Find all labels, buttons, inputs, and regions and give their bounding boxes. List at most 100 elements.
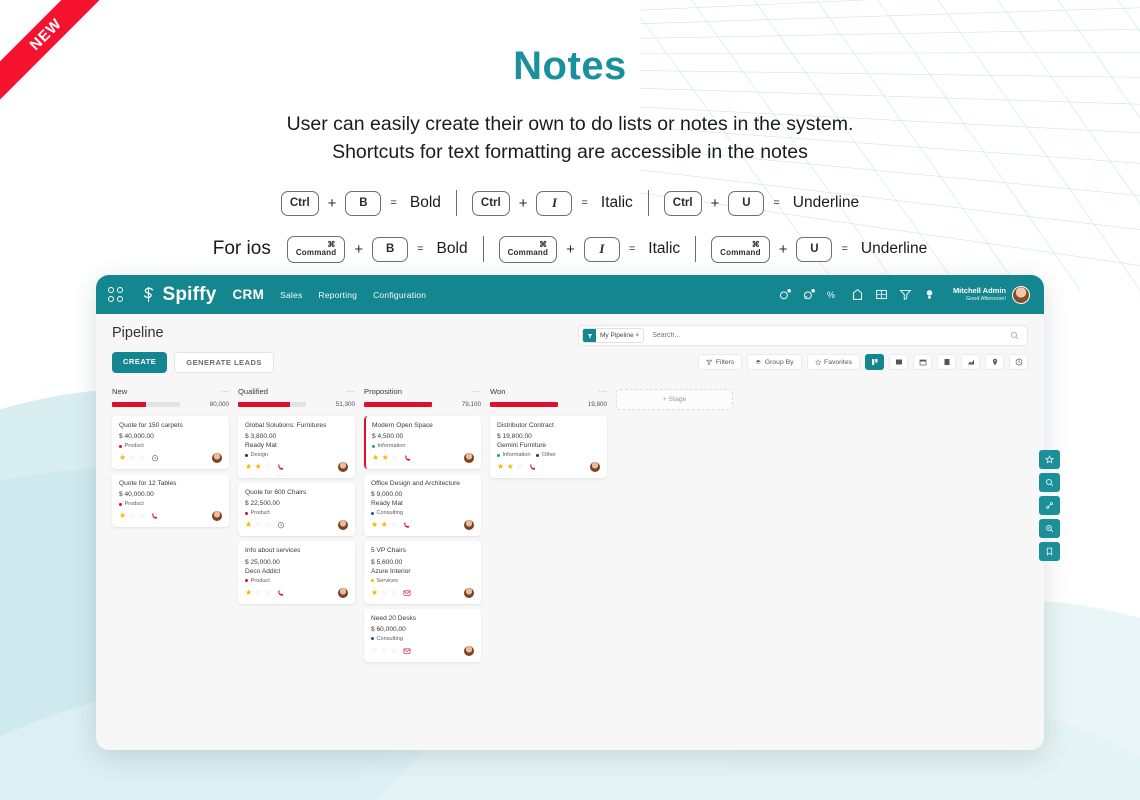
- kanban-card[interactable]: Need 20 Desks $ 60,000.00 Consulting ☆ ☆ ☆: [364, 608, 481, 662]
- star-tab[interactable]: [1039, 450, 1060, 469]
- kanban-card[interactable]: 5 VP Chairs $ 5,600.00 Azure Interior Se…: [364, 541, 481, 604]
- kanban-view-button[interactable]: [865, 354, 884, 370]
- nav-item-reporting[interactable]: Reporting: [318, 289, 358, 300]
- card-avatar[interactable]: [338, 520, 348, 531]
- rating-star[interactable]: ☆: [380, 587, 388, 597]
- translate-icon[interactable]: %: [827, 288, 840, 301]
- column-settings-icon[interactable]: ⋯: [472, 387, 481, 396]
- phone-icon[interactable]: [529, 463, 537, 471]
- phone-icon[interactable]: [151, 512, 159, 520]
- rating-star[interactable]: ☆: [254, 520, 262, 530]
- activity-view-button[interactable]: [1009, 354, 1028, 370]
- kanban-card[interactable]: Global Solutions: Furnitures $ 3,800.00 …: [238, 416, 355, 479]
- activities-icon[interactable]: [803, 288, 816, 301]
- rating-star[interactable]: ☆: [138, 511, 146, 521]
- column-settings-icon[interactable]: ⋯: [220, 387, 229, 396]
- rating-star[interactable]: ★: [245, 587, 253, 597]
- rating-star[interactable]: ★: [119, 511, 127, 521]
- nav-app-name[interactable]: CRM: [232, 287, 265, 302]
- phone-icon[interactable]: [277, 589, 285, 597]
- rating-star[interactable]: ★: [380, 520, 388, 530]
- rating-star[interactable]: ☆: [264, 587, 272, 597]
- rating-star[interactable]: ☆: [128, 453, 136, 463]
- card-avatar[interactable]: [464, 453, 474, 464]
- user-menu[interactable]: Mitchell Admin Good Afternoon!: [953, 285, 1030, 304]
- rating-star[interactable]: ☆: [254, 587, 262, 597]
- zoom-tab[interactable]: [1039, 519, 1060, 538]
- grid-board-icon[interactable]: [875, 288, 888, 301]
- card-rating[interactable]: ★ ☆ ☆: [119, 512, 146, 520]
- card-rating[interactable]: ★ ★ ☆: [497, 463, 524, 471]
- search-tab[interactable]: [1039, 473, 1060, 492]
- card-avatar[interactable]: [212, 511, 222, 522]
- card-rating[interactable]: ★ ★ ☆: [372, 454, 399, 462]
- filters-button[interactable]: Filters: [698, 354, 743, 370]
- rating-star[interactable]: ☆: [264, 462, 272, 472]
- card-avatar[interactable]: [212, 453, 222, 464]
- pivot-view-button[interactable]: [937, 354, 956, 370]
- rating-star[interactable]: ☆: [371, 645, 379, 655]
- rating-star[interactable]: ★: [119, 453, 127, 463]
- nav-item-sales[interactable]: Sales: [280, 289, 303, 300]
- favorites-button[interactable]: Favorites: [806, 354, 860, 370]
- map-view-button[interactable]: [985, 354, 1004, 370]
- calendar-view-button[interactable]: [913, 354, 932, 370]
- add-stage-button[interactable]: + Stage: [616, 389, 733, 410]
- shop-icon[interactable]: [851, 288, 864, 301]
- kanban-card[interactable]: Modern Open Space $ 4,500.00 Information…: [364, 416, 481, 470]
- rating-star[interactable]: ☆: [391, 453, 399, 463]
- rating-star[interactable]: ★: [371, 520, 379, 530]
- rating-star[interactable]: ★: [381, 453, 389, 463]
- rating-star[interactable]: ☆: [264, 520, 272, 530]
- phone-icon[interactable]: [277, 463, 285, 471]
- kanban-card[interactable]: Quote for 150 carpets $ 40,000.00 Produc…: [112, 416, 229, 470]
- create-button[interactable]: CREATE: [112, 352, 168, 373]
- card-rating[interactable]: ★ ★ ☆: [245, 463, 272, 471]
- kanban-card[interactable]: Info about services $ 25,000.00 Deco Add…: [238, 541, 355, 604]
- card-rating[interactable]: ★ ☆ ☆: [245, 587, 272, 597]
- phone-icon[interactable]: [403, 521, 411, 529]
- graph-view-button[interactable]: [961, 354, 980, 370]
- list-view-button[interactable]: [889, 354, 908, 370]
- rating-star[interactable]: ☆: [138, 453, 146, 463]
- column-settings-icon[interactable]: ⋯: [346, 387, 355, 396]
- mail-icon[interactable]: [403, 589, 411, 597]
- search-bar[interactable]: My Pipeline ×: [578, 325, 1028, 346]
- messaging-icon[interactable]: [779, 288, 792, 301]
- card-avatar[interactable]: [338, 587, 348, 598]
- clock-icon[interactable]: [151, 454, 159, 462]
- kanban-card[interactable]: Quote for 600 Chairs $ 22,500.00 Product…: [238, 483, 355, 537]
- rating-star[interactable]: ☆: [516, 462, 524, 472]
- rating-star[interactable]: ☆: [128, 511, 136, 521]
- kanban-card[interactable]: Office Design and Architecture $ 9,000.0…: [364, 474, 481, 537]
- search-facet-my-pipeline[interactable]: My Pipeline ×: [582, 328, 645, 343]
- card-rating[interactable]: ☆ ☆ ☆: [371, 645, 398, 655]
- rating-star[interactable]: ★: [245, 462, 253, 472]
- group-by-button[interactable]: Group By: [747, 354, 802, 370]
- filter-funnel-icon[interactable]: [899, 288, 912, 301]
- brand-logo[interactable]: Spiffy: [139, 284, 217, 306]
- card-rating[interactable]: ★ ☆ ☆: [119, 454, 146, 462]
- rating-star[interactable]: ★: [506, 462, 514, 472]
- card-rating[interactable]: ★ ★ ☆: [371, 521, 398, 529]
- apps-grid-icon[interactable]: [108, 287, 123, 302]
- card-avatar[interactable]: [464, 520, 474, 531]
- avatar[interactable]: [1012, 285, 1030, 304]
- mail-icon[interactable]: [403, 647, 411, 655]
- rating-star[interactable]: ★: [371, 587, 379, 597]
- bulb-icon[interactable]: [923, 288, 936, 301]
- bookmark-tab[interactable]: [1039, 542, 1060, 561]
- column-settings-icon[interactable]: ⋯: [598, 387, 607, 396]
- rating-star[interactable]: ☆: [390, 587, 398, 597]
- clock-icon[interactable]: [277, 521, 285, 529]
- kanban-card[interactable]: Distributor Contract $ 19,800.00 Gemini …: [490, 416, 607, 479]
- search-input[interactable]: [644, 332, 1010, 339]
- card-avatar[interactable]: [464, 587, 474, 598]
- rating-star[interactable]: ☆: [390, 645, 398, 655]
- card-rating[interactable]: ★ ☆ ☆: [371, 587, 398, 597]
- nav-item-configuration[interactable]: Configuration: [373, 289, 427, 300]
- phone-icon[interactable]: [404, 454, 412, 462]
- card-rating[interactable]: ★ ☆ ☆: [245, 521, 272, 529]
- generate-leads-button[interactable]: GENERATE LEADS: [174, 352, 274, 373]
- card-avatar[interactable]: [590, 462, 600, 473]
